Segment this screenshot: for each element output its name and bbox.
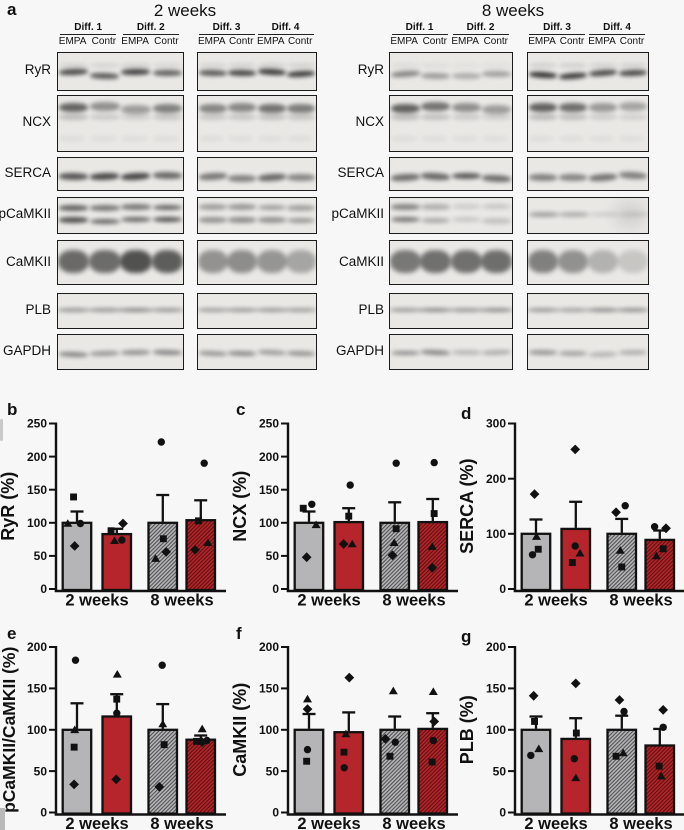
- svg-text:100: 100: [259, 723, 279, 737]
- svg-text:50: 50: [34, 764, 48, 778]
- svg-text:8 weeks: 8 weeks: [150, 815, 213, 830]
- svg-text:2 weeks: 2 weeks: [524, 815, 587, 830]
- svg-text:SERCA (%): SERCA (%): [459, 459, 477, 554]
- svg-text:300: 300: [486, 417, 506, 431]
- svg-text:0: 0: [40, 806, 47, 820]
- svg-text:200: 200: [259, 640, 279, 654]
- svg-text:2 weeks: 2 weeks: [524, 592, 587, 610]
- svg-text:250: 250: [259, 417, 279, 431]
- svg-text:0: 0: [499, 806, 506, 820]
- svg-text:150: 150: [27, 483, 47, 497]
- svg-text:CaMKII (%): CaMKII (%): [232, 683, 250, 777]
- svg-text:150: 150: [259, 682, 279, 696]
- svg-text:2 weeks: 2 weeks: [297, 592, 360, 610]
- svg-text:0: 0: [272, 582, 279, 596]
- svg-text:200: 200: [259, 450, 279, 464]
- svg-text:RyR (%): RyR (%): [0, 472, 18, 541]
- svg-text:2 weeks: 2 weeks: [65, 815, 128, 830]
- svg-text:100: 100: [259, 516, 279, 530]
- svg-text:100: 100: [486, 527, 506, 541]
- svg-text:50: 50: [266, 764, 280, 778]
- svg-text:200: 200: [27, 640, 47, 654]
- svg-text:0: 0: [272, 806, 279, 820]
- svg-text:8 weeks: 8 weeks: [382, 815, 445, 830]
- svg-text:50: 50: [266, 549, 280, 563]
- svg-text:100: 100: [27, 723, 47, 737]
- svg-text:150: 150: [259, 483, 279, 497]
- svg-text:0: 0: [499, 582, 506, 596]
- svg-text:0: 0: [40, 582, 47, 596]
- svg-text:8 weeks: 8 weeks: [609, 592, 672, 610]
- svg-text:200: 200: [486, 472, 506, 486]
- svg-text:PLB (%): PLB (%): [459, 695, 477, 764]
- svg-text:NCX (%): NCX (%): [232, 471, 250, 542]
- svg-text:2 weeks: 2 weeks: [65, 592, 128, 610]
- svg-text:200: 200: [27, 450, 47, 464]
- svg-text:8 weeks: 8 weeks: [382, 592, 445, 610]
- svg-text:2 weeks: 2 weeks: [297, 815, 360, 830]
- svg-text:pCaMKII/CaMKII (%): pCaMKII/CaMKII (%): [0, 647, 19, 813]
- svg-text:150: 150: [486, 682, 506, 696]
- svg-text:8 weeks: 8 weeks: [609, 815, 672, 830]
- svg-text:50: 50: [493, 764, 507, 778]
- svg-text:50: 50: [34, 549, 48, 563]
- svg-text:150: 150: [27, 682, 47, 696]
- svg-text:200: 200: [486, 640, 506, 654]
- svg-text:100: 100: [27, 516, 47, 530]
- svg-text:8 weeks: 8 weeks: [150, 592, 213, 610]
- svg-text:250: 250: [27, 417, 47, 431]
- svg-text:100: 100: [486, 723, 506, 737]
